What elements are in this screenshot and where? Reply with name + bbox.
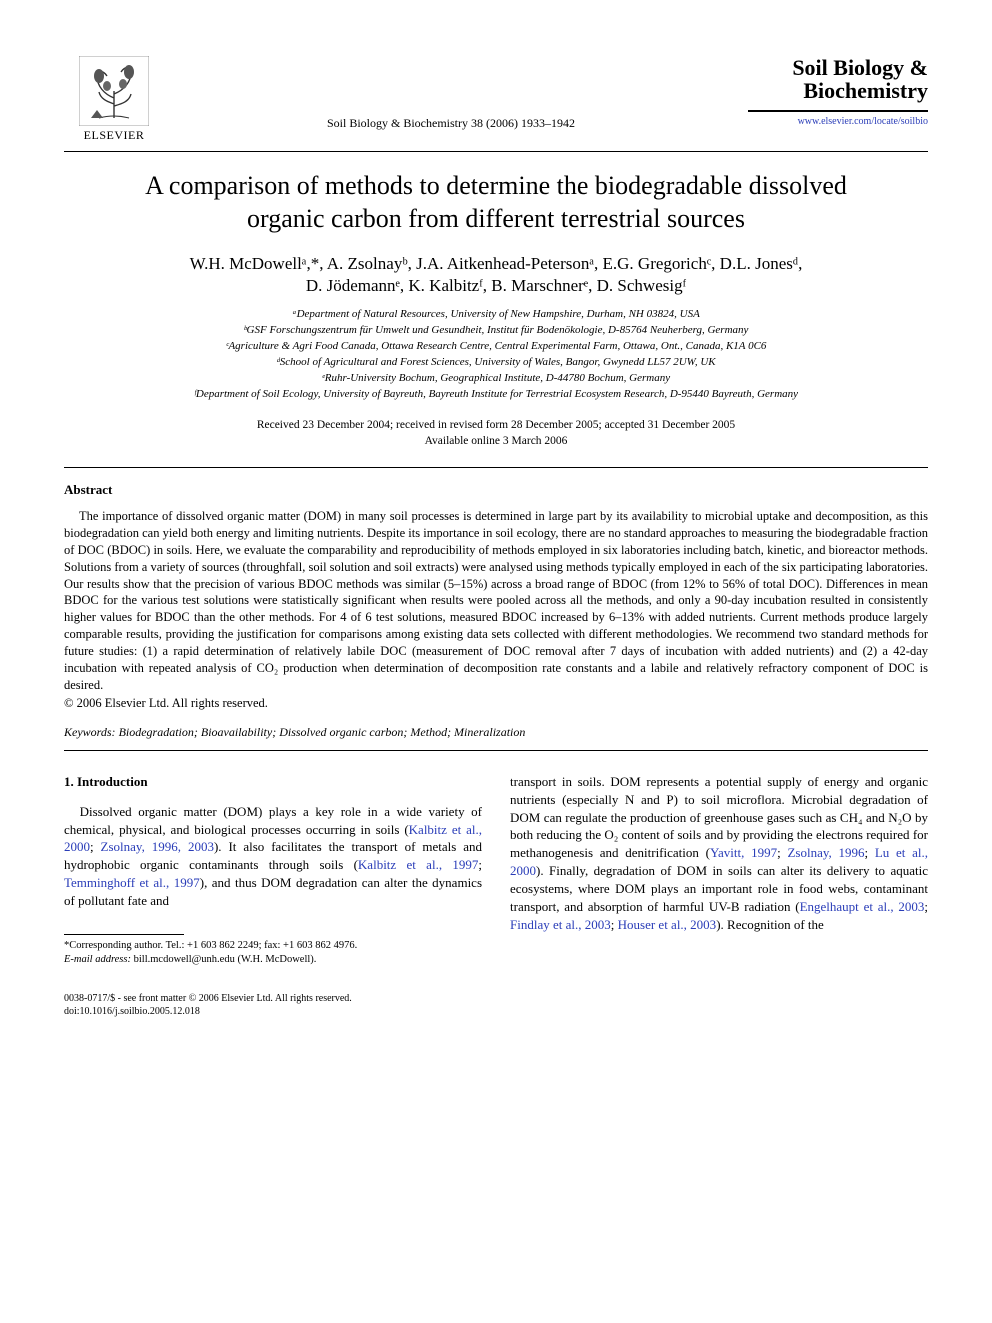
affiliation-b: ᵇGSF Forschungszentrum für Umwelt und Ge… <box>64 323 928 339</box>
rule-below-keywords <box>64 750 928 751</box>
citation-link[interactable]: Houser et al., 2003 <box>618 917 717 932</box>
email-address: bill.mcdowell@unh.edu (W.H. McDowell). <box>131 954 316 965</box>
intro-text: ; <box>864 845 874 860</box>
citation-link[interactable]: Yavitt, 1997 <box>710 845 777 860</box>
intro-text: ). Recognition of the <box>716 917 824 932</box>
corresponding-author: *Corresponding author. Tel.: +1 603 862 … <box>64 939 482 953</box>
keywords-label: Keywords: <box>64 725 116 739</box>
citation-link[interactable]: Findlay et al., 2003 <box>510 917 611 932</box>
column-left: 1. Introduction Dissolved organic matter… <box>64 773 482 968</box>
journal-logo-line2: Biochemistry <box>738 79 928 102</box>
abstract-copyright: © 2006 Elsevier Ltd. All rights reserved… <box>64 696 928 711</box>
online-date: Available online 3 March 2006 <box>64 433 928 449</box>
publisher-name: ELSEVIER <box>84 128 145 143</box>
body-columns: 1. Introduction Dissolved organic matter… <box>64 773 928 968</box>
journal-logo-rule <box>748 110 928 112</box>
intro-text: ; <box>478 857 482 872</box>
citation-link[interactable]: Kalbitz et al., 1997 <box>358 857 478 872</box>
email-line: E-mail address: bill.mcdowell@unh.edu (W… <box>64 953 482 967</box>
intro-paragraph-right: transport in soils. DOM represents a pot… <box>510 773 928 934</box>
abstract-paragraph: The importance of dissolved organic matt… <box>64 508 928 694</box>
citation-link[interactable]: Zsolnay, 1996 <box>787 845 864 860</box>
footer-doi: doi:10.1016/j.soilbio.2005.12.018 <box>64 1005 928 1018</box>
authors-line2: D. Jödemannᵉ, K. Kalbitzᶠ, B. Marschnerᵉ… <box>306 276 686 295</box>
article-title: A comparison of methods to determine the… <box>124 170 868 235</box>
journal-reference: Soil Biology & Biochemistry 38 (2006) 19… <box>164 56 738 131</box>
received-date: Received 23 December 2004; received in r… <box>64 417 928 433</box>
journal-logo-block: Soil Biology & Biochemistry www.elsevier… <box>738 56 928 127</box>
rule-above-abstract <box>64 467 928 468</box>
intro-text: ; <box>90 839 101 854</box>
footer: 0038-0717/$ - see front matter © 2006 El… <box>64 992 928 1018</box>
dates-block: Received 23 December 2004; received in r… <box>64 417 928 449</box>
affiliation-e: ᵉRuhr-University Bochum, Geographical In… <box>64 371 928 387</box>
keywords-value: Biodegradation; Bioavailability; Dissolv… <box>116 725 526 739</box>
authors: W.H. McDowellᵃ,*, A. Zsolnayᵇ, J.A. Aitk… <box>94 253 898 297</box>
intro-paragraph-left: Dissolved organic matter (DOM) plays a k… <box>64 803 482 911</box>
journal-url-link[interactable]: www.elsevier.com/locate/soilbio <box>738 116 928 127</box>
column-right: transport in soils. DOM represents a pot… <box>510 773 928 968</box>
affiliation-d: ᵈSchool of Agricultural and Forest Scien… <box>64 355 928 371</box>
citation-link[interactable]: Temminghoff et al., 1997 <box>64 875 200 890</box>
keywords: Keywords: Biodegradation; Bioavailabilit… <box>64 725 928 740</box>
intro-text: ; <box>777 845 787 860</box>
footnote: *Corresponding author. Tel.: +1 603 862 … <box>64 939 482 967</box>
footer-front-matter: 0038-0717/$ - see front matter © 2006 El… <box>64 992 928 1005</box>
affiliation-a: ᵃDepartment of Natural Resources, Univer… <box>64 307 928 323</box>
citation-link[interactable]: Zsolnay, 1996, 2003 <box>101 839 214 854</box>
publisher-block: ELSEVIER <box>64 56 164 143</box>
affiliation-c: ᶜAgriculture & Agri Food Canada, Ottawa … <box>64 339 928 355</box>
elsevier-tree-icon <box>79 56 149 126</box>
affiliation-f: ᶠDepartment of Soil Ecology, University … <box>64 387 928 403</box>
abstract-heading: Abstract <box>64 482 928 498</box>
footnote-rule <box>64 934 184 935</box>
abstract-body: The importance of dissolved organic matt… <box>64 508 928 694</box>
journal-logo-line1: Soil Biology & <box>738 56 928 79</box>
intro-text: ; <box>924 899 928 914</box>
header-row: ELSEVIER Soil Biology & Biochemistry 38 … <box>64 56 928 143</box>
authors-line1: W.H. McDowellᵃ,*, A. Zsolnayᵇ, J.A. Aitk… <box>190 254 803 273</box>
intro-text: ; <box>611 917 618 932</box>
affiliations: ᵃDepartment of Natural Resources, Univer… <box>64 307 928 403</box>
page: ELSEVIER Soil Biology & Biochemistry 38 … <box>0 0 992 1066</box>
citation-link[interactable]: Engelhaupt et al., 2003 <box>800 899 925 914</box>
email-label: E-mail address: <box>64 954 131 965</box>
top-rule <box>64 151 928 152</box>
intro-heading: 1. Introduction <box>64 773 482 791</box>
